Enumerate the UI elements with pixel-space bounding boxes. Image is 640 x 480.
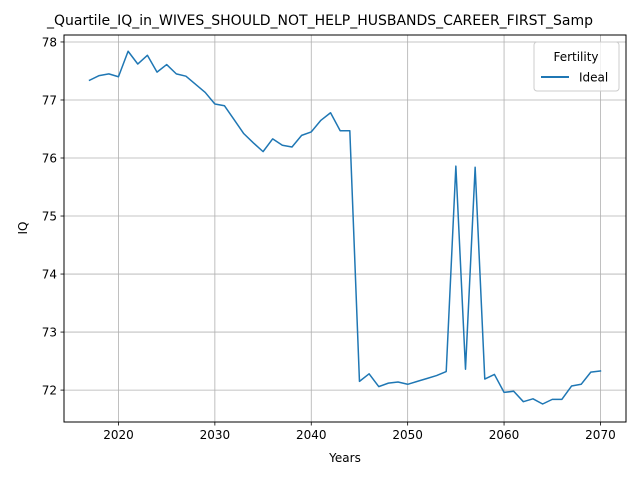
y-tick-label: 76 xyxy=(42,152,57,166)
x-tick-label: 2050 xyxy=(392,428,423,442)
chart-title: _Quartile_IQ_in_WIVES_SHOULD_NOT_HELP_HU… xyxy=(46,13,593,29)
x-tick-label: 2070 xyxy=(585,428,616,442)
y-axis: 72 73 74 75 76 77 78 xyxy=(42,35,64,398)
x-axis: 2020 2030 2040 2050 2060 2070 xyxy=(103,422,616,442)
plot-area-frame xyxy=(63,34,627,423)
legend-box xyxy=(533,41,620,92)
y-tick-label: 77 xyxy=(42,93,57,107)
legend: Fertility Ideal xyxy=(533,41,620,92)
x-tick-label: 2030 xyxy=(200,428,231,442)
legend-label-ideal: Ideal xyxy=(579,71,608,85)
x-axis-label: Years xyxy=(328,451,361,465)
y-tick-label: 74 xyxy=(42,268,57,282)
y-tick-label: 78 xyxy=(42,35,57,49)
y-tick-label: 72 xyxy=(42,384,57,398)
x-tick-label: 2060 xyxy=(489,428,520,442)
y-tick-label: 75 xyxy=(42,210,57,224)
x-tick-label: 2020 xyxy=(103,428,134,442)
x-tick-label: 2040 xyxy=(296,428,327,442)
series-layer xyxy=(88,50,602,405)
y-axis-label: IQ xyxy=(16,222,30,235)
grid xyxy=(64,35,626,422)
y-tick-label: 73 xyxy=(42,326,57,340)
legend-title: Fertility xyxy=(553,50,598,64)
series-line-ideal xyxy=(88,50,602,405)
